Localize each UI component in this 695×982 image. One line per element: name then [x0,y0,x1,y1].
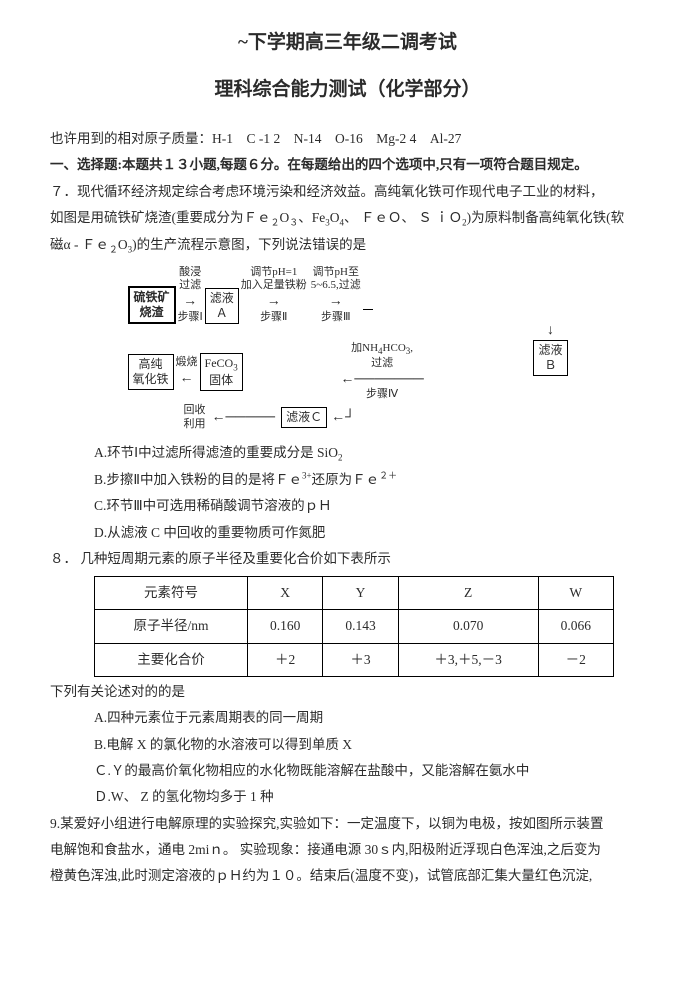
arrow-icon: → [267,293,281,311]
sub-203b: ３ [289,218,298,228]
flow-calcine-label: 煅烧 [176,356,198,370]
flow-node-filtrate-a: 滤液 Ａ [205,288,239,324]
flow-node-high-purity: 高纯 氧化铁 [128,354,174,390]
th-x: X [247,577,322,610]
exam-title-1: ~下学期高三年级二调考试 [50,24,645,61]
flow-step2-bot: 步骤Ⅱ [260,311,287,325]
arrow-left-icon: ←─────── [340,371,423,389]
flow-step4-mid: 过滤 [371,357,393,371]
sub-a2: ２ [109,245,118,255]
td-valence-x: ＋2 [247,643,322,676]
flow-node-feco3: FeCO3 固体 [200,353,243,392]
q7-option-b: B.步擦Ⅱ中加入铁粉的目的是将Ｆｅ3+还原为Ｆｅ２＋ [50,467,645,493]
arrow-icon: → [183,293,197,311]
sub-2: 2 [338,452,343,462]
q7-s2a: 如图是用硫铁矿烧渣(重要成分为Ｆｅ [50,210,271,225]
td-valence-z: ＋3,＋5,－3 [398,643,538,676]
arrow-left-icon: ←───── [212,409,276,427]
q7-option-d: D.从滤液 C 中回收的重要物质可作氮肥 [50,520,645,546]
table-row: 主要化合价 ＋2 ＋3 ＋3,＋5,－3 －2 [95,643,614,676]
q7-s2b: 、Fe [298,210,325,225]
q7-s2c: 、 ＦｅＯ、 Ｓ ｉＯ [344,210,462,225]
th-w: W [538,577,613,610]
q7-option-c: C.环节Ⅲ中可选用稀硝酸调节溶液的ｐＨ [50,493,645,519]
q8-option-c: Ｃ.Ｙ的最高价氧化物相应的水化物既能溶解在盐酸中，又能溶解在氨水中 [50,758,645,784]
section-1-header: 一、选择题:本题共１３小题,每题６分。在每题给出的四个选项中,只有一项符合题目规… [50,152,645,178]
exam-title-2: 理科综合能力测试（化学部分） [50,71,645,108]
flow-connector [363,302,373,310]
flow-node-filtrate-b: 滤液 Ｂ [533,340,567,376]
td-radius-label: 原子半径/nm [95,610,248,643]
q7b-a: B.步擦Ⅱ中加入铁粉的目的是将Ｆｅ [94,472,302,487]
flow-step3-bot: 步骤Ⅲ [321,311,351,325]
th-element: 元素符号 [95,577,248,610]
q8-option-b: B.电解 X 的氯化物的水溶液可以得到单质 X [50,732,645,758]
flow-step4-bot: 步骤Ⅳ [366,388,398,402]
table-row: 元素符号 X Y Z W [95,577,614,610]
s4b: HCO [383,342,406,354]
arrow-icon: → [329,293,343,311]
sup-3p: 3+ [302,470,312,480]
feco3-b: 固体 [209,373,233,387]
flow-step2-top: 调节pH=1 加入足量铁粉 [241,266,307,294]
s4c: , [410,342,413,354]
flow-step1-top: 酸浸 过滤 [179,266,201,294]
q7-s3b: )的生产流程示意图，下列说法错误的是 [132,237,366,252]
td-valence-w: －2 [538,643,613,676]
th-y: Y [323,577,398,610]
td-radius-y: 0.143 [323,610,398,643]
q7b-b: 还原为Ｆｅ [312,472,380,487]
flow-node-ore: 硫铁矿 烧渣 [128,286,176,324]
flow-node-filtrate-c: 滤液Ｃ [281,407,327,428]
q7-s3a: 磁α - Ｆｅ [50,237,109,252]
td-radius-z: 0.070 [398,610,538,643]
td-valence-y: ＋3 [323,643,398,676]
q9-line3: 橙黄色浑浊,此时测定溶液的ｐＨ约为１０。结束后(温度不变)，试管底部汇集大量红色… [50,863,645,889]
q8-post: 下列有关论述对的的是 [50,679,645,705]
q7-stem-line2: 如图是用硫铁矿烧渣(重要成分为Ｆｅ２O３、Fe3O4、 ＦｅＯ、 Ｓ ｉＯ2)为… [50,205,645,232]
q8-table: 元素符号 X Y Z W 原子半径/nm 0.160 0.143 0.070 0… [94,576,614,677]
td-radius-w: 0.066 [538,610,613,643]
td-radius-x: 0.160 [247,610,322,643]
sub-304a: 3 [325,218,330,228]
q8-option-d: Ｄ.W、 Z 的氢化物均多于 1 种 [50,784,645,810]
td-valence-label: 主要化合价 [95,643,248,676]
sub-3: 3 [233,362,238,372]
process-flow-diagram: 硫铁矿 烧渣 酸浸 过滤 → 步骤Ⅰ 滤液 Ａ 调节pH=1 加入足量铁粉 → … [128,266,568,432]
q8-option-a: A.四种元素位于元素周期表的同一周期 [50,705,645,731]
arrow-left-icon: ← [180,370,194,388]
sub-203a: ２ [271,218,280,228]
q7-stem-line3: 磁α - Ｆｅ２O3)的生产流程示意图，下列说法错误的是 [50,232,645,259]
feco3-a: FeCO [205,356,234,370]
flow-step1-bot: 步骤Ⅰ [178,311,203,325]
table-row: 原子半径/nm 0.160 0.143 0.070 0.066 [95,610,614,643]
q7-option-a: A.环节Ⅰ中过滤所得滤渣的重要成分是 SiO2 [50,440,645,467]
arrow-down-icon: ↓ [547,322,554,340]
flow-step4-top: 加NH4HCO3, [351,342,413,357]
q7a-text: A.环节Ⅰ中过滤所得滤渣的重要成分是 SiO [94,445,338,460]
flow-recycle-label: 回收 利用 [184,404,206,432]
q8-stem: ８． 几种短周期元素的原子半径及重要化合价如下表所示 [50,546,645,572]
atomic-masses: 也许用到的相对原子质量：H-1 C -1 2 N-14 O-16 Mg-2 4 … [50,126,645,152]
q7-s2d: )为原料制备高纯氧化铁(软 [467,210,625,225]
sup-2p: ２＋ [379,470,397,480]
s4a: 加NH [351,342,378,354]
q7-stem-line1: ７．现代循环经济规定综合考虑环境污染和经济效益。高纯氧化铁可作现代电子工业的材料… [50,179,645,205]
flow-step3-top: 调节pH至 5~6.5,过滤 [311,266,361,294]
q9-line2: 电解饱和食盐水，通电 2miｎ。 实验现象：接通电源 30ｓ内,阳极附近浮现白色… [50,837,645,863]
th-z: Z [398,577,538,610]
flow-right-branch: ↓ 滤液 Ｂ [533,322,567,376]
arrow-left-down-icon: ←┘ [331,409,355,427]
q9-line1: 9.某爱好小组进行电解原理的实验探究,实验如下：一定温度下，以铜为电极，按如图所… [50,811,645,837]
